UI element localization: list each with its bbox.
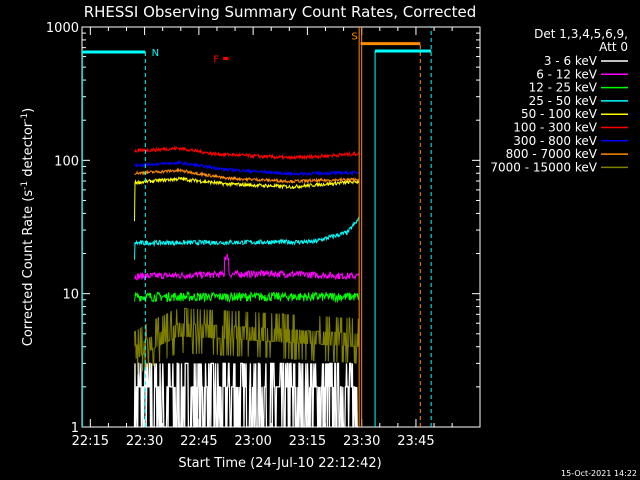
- y-tick-label: 10: [62, 288, 79, 303]
- saa-bar-label: S: [351, 32, 357, 43]
- saa-markers: N S F: [81, 27, 432, 427]
- x-tick-label: 23:15: [289, 434, 326, 449]
- saa-bar-label: N: [152, 48, 159, 59]
- y-axis-label-sup2: -1: [20, 113, 30, 122]
- y-tick-label: 100: [54, 154, 79, 169]
- legend-label: 3 - 6 keV: [544, 54, 598, 68]
- y-axis-label-part2: detector: [21, 121, 36, 181]
- x-tick-label: 23:00: [234, 434, 271, 449]
- y-tick-label: 1000: [46, 21, 79, 36]
- x-tick-label: 23:30: [343, 434, 380, 449]
- x-tick-label: 22:45: [180, 434, 217, 449]
- x-tick-label: 23:45: [397, 434, 434, 449]
- chart-title: RHESSI Observing Summary Count Rates, Co…: [84, 3, 477, 21]
- legend-label: 7000 - 15000 keV: [490, 160, 597, 174]
- legend-label: 12 - 25 keV: [529, 81, 598, 95]
- series-line-5: [134, 176, 360, 222]
- series-line-6: [134, 145, 360, 161]
- series-line-1: [133, 362, 359, 428]
- legend-label: 50 - 100 keV: [521, 107, 598, 121]
- legend-label: 100 - 300 keV: [513, 121, 597, 135]
- y-axis-label-part1: Corrected Count Rate (s: [21, 190, 36, 347]
- y-tick-label: 1: [71, 421, 79, 436]
- legend-label: 25 - 50 keV: [529, 94, 598, 108]
- plot-area: 22:15 22:30 22:45 23:00 23:15 23:30 23:45 1101…: [46, 21, 481, 449]
- y-axis-label-sup1: -1: [20, 181, 30, 190]
- y-axis-label: Corrected Count Rate (s-1 detector-1): [20, 108, 36, 346]
- series-line-9: [134, 307, 360, 375]
- legend-label: 800 - 7000 keV: [506, 147, 598, 161]
- x-tick-label: 22:15: [72, 434, 109, 449]
- series-line-7: [134, 159, 360, 177]
- series-line-8: [134, 167, 360, 184]
- series-line-2: [134, 253, 360, 281]
- legend-label: 300 - 800 keV: [513, 134, 597, 148]
- timestamp: 15-Oct-2021 14:22: [561, 469, 637, 478]
- x-axis-label: Start Time (24-Jul-10 22:12:42): [178, 456, 381, 471]
- series-line-3: [134, 290, 360, 304]
- y-axis-label-part3: ): [21, 108, 36, 113]
- legend-label: 6 - 12 keV: [536, 67, 598, 81]
- flare-marker-label: F: [213, 55, 219, 66]
- y-axis-ticks: 1 10 100 1000: [46, 21, 480, 436]
- series-line-4: [134, 216, 360, 260]
- x-axis-ticks: 22:15 22:30 22:45 23:00 23:15 23:30 23:45: [72, 27, 453, 449]
- legend-header-line1: Det 1,3,4,5,6,9,: [534, 27, 628, 41]
- legend-header-line2: Att 0: [599, 40, 628, 54]
- x-tick-label: 22:30: [126, 434, 163, 449]
- series-group: [133, 145, 360, 428]
